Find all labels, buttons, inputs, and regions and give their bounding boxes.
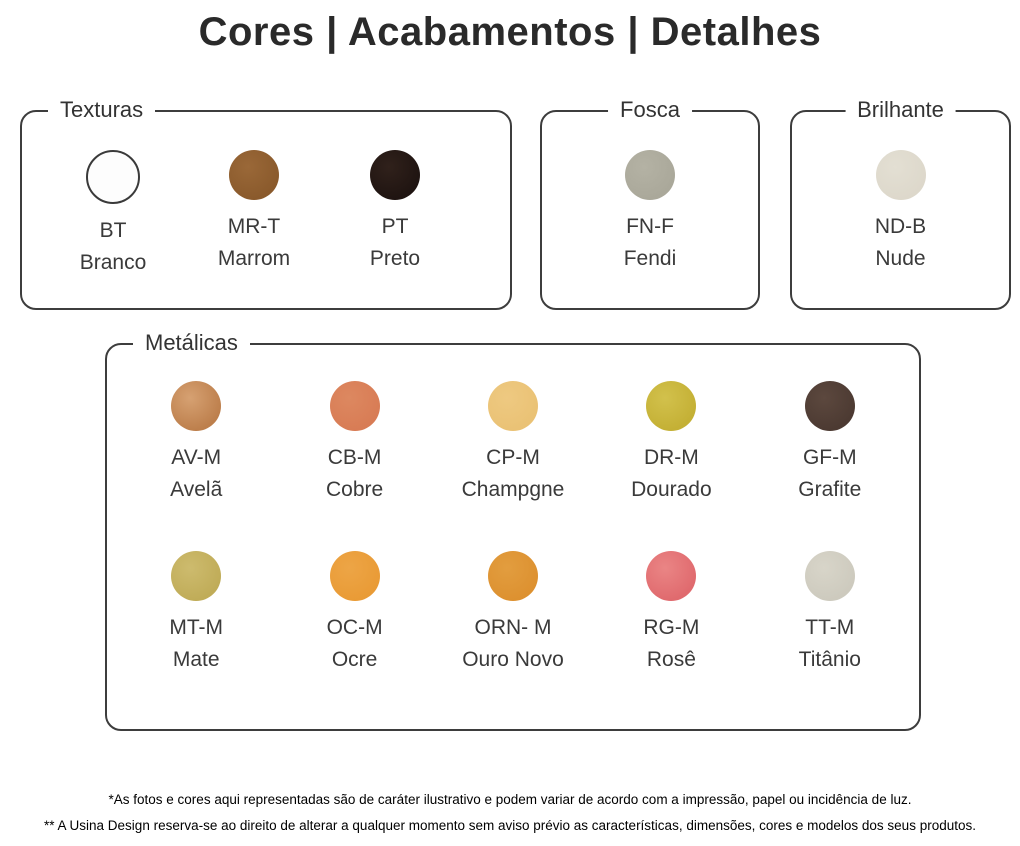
color-swatch xyxy=(171,381,222,431)
swatch-name: Preto xyxy=(369,247,421,270)
color-swatch xyxy=(646,551,697,601)
texturas-swatch-row: BT Branco MR-T Marrom PT Preto xyxy=(22,112,510,276)
swatch-cell: AV-M Avelã xyxy=(117,381,275,503)
color-swatch xyxy=(646,381,697,431)
swatch-code: ND-B xyxy=(874,215,927,238)
fosca-swatch-row: FN-F Fendi xyxy=(542,112,758,272)
swatch-name: Fendi xyxy=(623,247,677,270)
swatch-cell: RG-M Rosê xyxy=(592,551,750,673)
swatch-name: Titânio xyxy=(798,648,861,671)
brilhante-swatch-row: ND-B Nude xyxy=(792,112,1009,272)
swatch-code: RG-M xyxy=(643,616,700,639)
swatch-code: CB-M xyxy=(327,446,382,469)
swatch-name: Branco xyxy=(79,251,147,274)
swatch-name: Dourado xyxy=(631,478,712,501)
swatch-code: FN-F xyxy=(626,215,674,238)
footnote-text-1: *As fotos e cores aqui representadas são… xyxy=(108,792,912,807)
swatch-cell: CB-M Cobre xyxy=(275,381,433,503)
swatch-cell: DR-M Dourado xyxy=(592,381,750,503)
swatch-cell: GF-M Grafite xyxy=(751,381,909,503)
color-swatch xyxy=(804,381,855,431)
color-swatch xyxy=(370,150,420,200)
swatch-cell: ORN- M Ouro Novo xyxy=(434,551,592,673)
section-brilhante: Brilhante ND-B Nude xyxy=(790,97,1011,310)
swatch-code: OC-M xyxy=(326,616,383,639)
swatch-name: Nude xyxy=(875,247,926,270)
section-texturas-label: Texturas xyxy=(48,97,156,124)
swatch-cell: PT Preto xyxy=(340,150,450,276)
section-metalicas: Metálicas AV-M Avelã CB-M Cobre CP-M Cha… xyxy=(105,330,921,731)
color-swatch xyxy=(329,381,380,431)
section-texturas: Texturas BT Branco MR-T Marrom PT Preto xyxy=(20,97,512,310)
color-swatch xyxy=(804,551,855,601)
swatch-name: Marrom xyxy=(217,247,291,270)
section-metalicas-label: Metálicas xyxy=(133,330,250,357)
swatch-name: Avelã xyxy=(170,478,223,501)
swatch-code: TT-M xyxy=(805,616,855,639)
metalicas-swatch-grid: AV-M Avelã CB-M Cobre CP-M Champgne DR-M… xyxy=(107,345,919,673)
swatch-name: Champgne xyxy=(461,478,565,501)
color-swatch xyxy=(229,150,279,200)
swatch-name: Rosê xyxy=(646,648,696,671)
swatch-cell: MT-M Mate xyxy=(117,551,275,673)
swatch-cell: MR-T Marrom xyxy=(199,150,309,276)
page-title: Cores | Acabamentos | Detalhes xyxy=(198,10,822,54)
footnote-line-1: *As fotos e cores aqui representadas são… xyxy=(0,790,1020,810)
swatch-code: BT xyxy=(99,219,127,242)
swatch-code: CP-M xyxy=(486,446,540,469)
swatch-cell: ND-B Nude xyxy=(846,150,956,272)
color-swatch xyxy=(875,150,926,200)
swatch-code: PT xyxy=(381,215,409,238)
swatch-cell: CP-M Champgne xyxy=(434,381,592,503)
swatch-code: MT-M xyxy=(169,616,224,639)
section-fosca: Fosca FN-F Fendi xyxy=(540,97,760,310)
swatch-name: Ocre xyxy=(331,648,378,671)
color-swatch xyxy=(487,551,538,601)
swatch-name: Cobre xyxy=(325,478,384,501)
section-brilhante-label: Brilhante xyxy=(845,97,956,124)
swatch-cell: TT-M Titânio xyxy=(751,551,909,673)
swatch-code: AV-M xyxy=(171,446,222,469)
swatch-cell: BT Branco xyxy=(58,150,168,276)
color-swatch xyxy=(487,381,538,431)
color-swatch xyxy=(625,150,675,200)
swatch-cell: FN-F Fendi xyxy=(595,150,705,272)
swatch-code: MR-T xyxy=(227,215,281,238)
swatch-code: DR-M xyxy=(643,446,699,469)
swatch-name: Mate xyxy=(172,648,220,671)
color-swatch xyxy=(86,150,140,204)
footnote-line-2: ** A Usina Design reserva-se ao direito … xyxy=(0,816,1020,836)
swatch-name: Ouro Novo xyxy=(462,648,564,671)
color-swatch xyxy=(171,551,222,601)
swatch-cell: OC-M Ocre xyxy=(275,551,433,673)
section-fosca-label: Fosca xyxy=(608,97,692,124)
color-swatch xyxy=(329,551,380,601)
swatch-code: ORN- M xyxy=(474,616,552,639)
swatch-code: GF-M xyxy=(802,446,857,469)
footnote-text-2: ** A Usina Design reserva-se ao direito … xyxy=(44,818,976,833)
swatch-name: Grafite xyxy=(798,478,862,501)
